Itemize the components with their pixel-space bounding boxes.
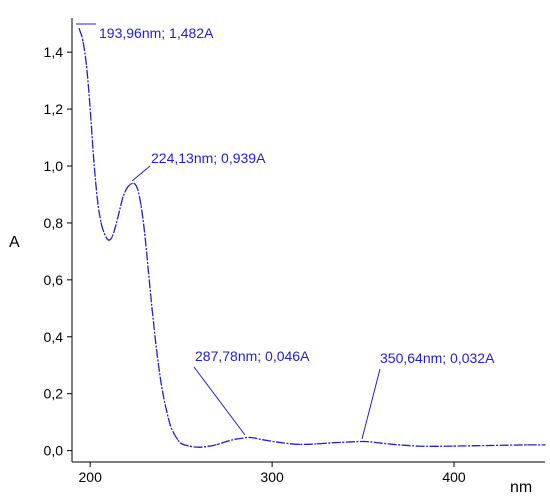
data-point [122,196,124,198]
data-point [235,438,237,440]
data-point [398,444,401,446]
data-point [453,445,455,447]
data-point [189,445,191,447]
x-axis: 200 300 400 [72,461,545,485]
y-tick-label: 0,8 [44,215,64,231]
data-point [207,445,210,447]
data-point [100,222,102,224]
y-axis: 0,0 0,2 0,4 0,6 0,8 1,0 1,2 1,4 [44,18,73,462]
data-point [249,436,251,439]
data-point [544,444,546,446]
data-point [526,444,528,446]
data-point [225,440,228,443]
data-point [107,239,110,241]
y-tick-label: 1,4 [44,44,64,60]
plot-area [78,28,546,448]
x-tick-label: 400 [442,469,466,485]
data-point [104,233,106,235]
data-point [151,307,153,309]
data-point [111,236,113,238]
y-tick-label: 0,6 [44,272,64,288]
data-point [262,439,264,441]
data-point [140,205,142,207]
data-point [89,108,91,110]
annotation-label: 224,13nm; 0,939A [151,150,266,166]
y-tick-label: 0,0 [44,443,64,459]
data-point [280,441,282,444]
data-point [417,445,419,447]
data-point [82,40,84,42]
data-point [380,442,382,444]
data-point [155,341,157,344]
data-point [136,188,139,190]
data-point [85,65,88,68]
data-point [144,233,146,235]
y-tick-label: 0,2 [44,386,64,402]
data-point [173,432,175,435]
data-point [435,445,437,447]
peak-annotation: 224,13nm; 0,939A [131,150,266,182]
x-tick-label: 300 [260,469,284,485]
y-tick-label: 0,4 [44,329,64,345]
data-point [93,159,95,161]
data-point [489,444,492,447]
y-tick-label: 1,2 [44,101,64,117]
data-point [165,410,168,412]
data-point [162,393,164,395]
annotations: 193,96nm; 1,482A 224,13nm; 0,939A 287,78nm… [76,23,495,440]
data-point [335,441,337,444]
x-axis-title: nm [510,479,532,496]
data-point [316,443,319,445]
data-point [363,440,365,443]
data-point [169,424,171,426]
annotation-label: 193,96nm; 1,482A [99,25,214,41]
spectrum-line [78,28,546,448]
annotation-label: 350,64nm; 0,032A [380,350,495,366]
annotation-leader-line [361,368,381,440]
data-point [147,270,150,272]
data-point [96,199,99,201]
annotation-leader-line [131,165,151,182]
data-point [78,28,80,30]
data-point [158,370,160,372]
annotation-leader-line [193,366,246,436]
annotation-label: 287,78nm; 0,046A [195,348,310,364]
data-point [125,188,128,190]
data-point [129,183,131,186]
data-point [180,442,182,445]
data-point [133,182,135,185]
data-point [176,438,179,440]
peak-annotation: 287,78nm; 0,046A [193,348,310,436]
data-point [216,443,219,446]
x-tick-label: 200 [79,469,103,485]
peak-annotation: 350,64nm; 0,032A [361,350,495,440]
data-point [118,210,121,213]
data-point [115,225,117,227]
data-point [198,446,200,448]
y-axis-title: A [9,234,20,251]
peak-annotation: 193,96nm; 1,482A [76,23,214,41]
y-tick-label: 1,0 [44,158,64,174]
data-point [298,443,301,446]
